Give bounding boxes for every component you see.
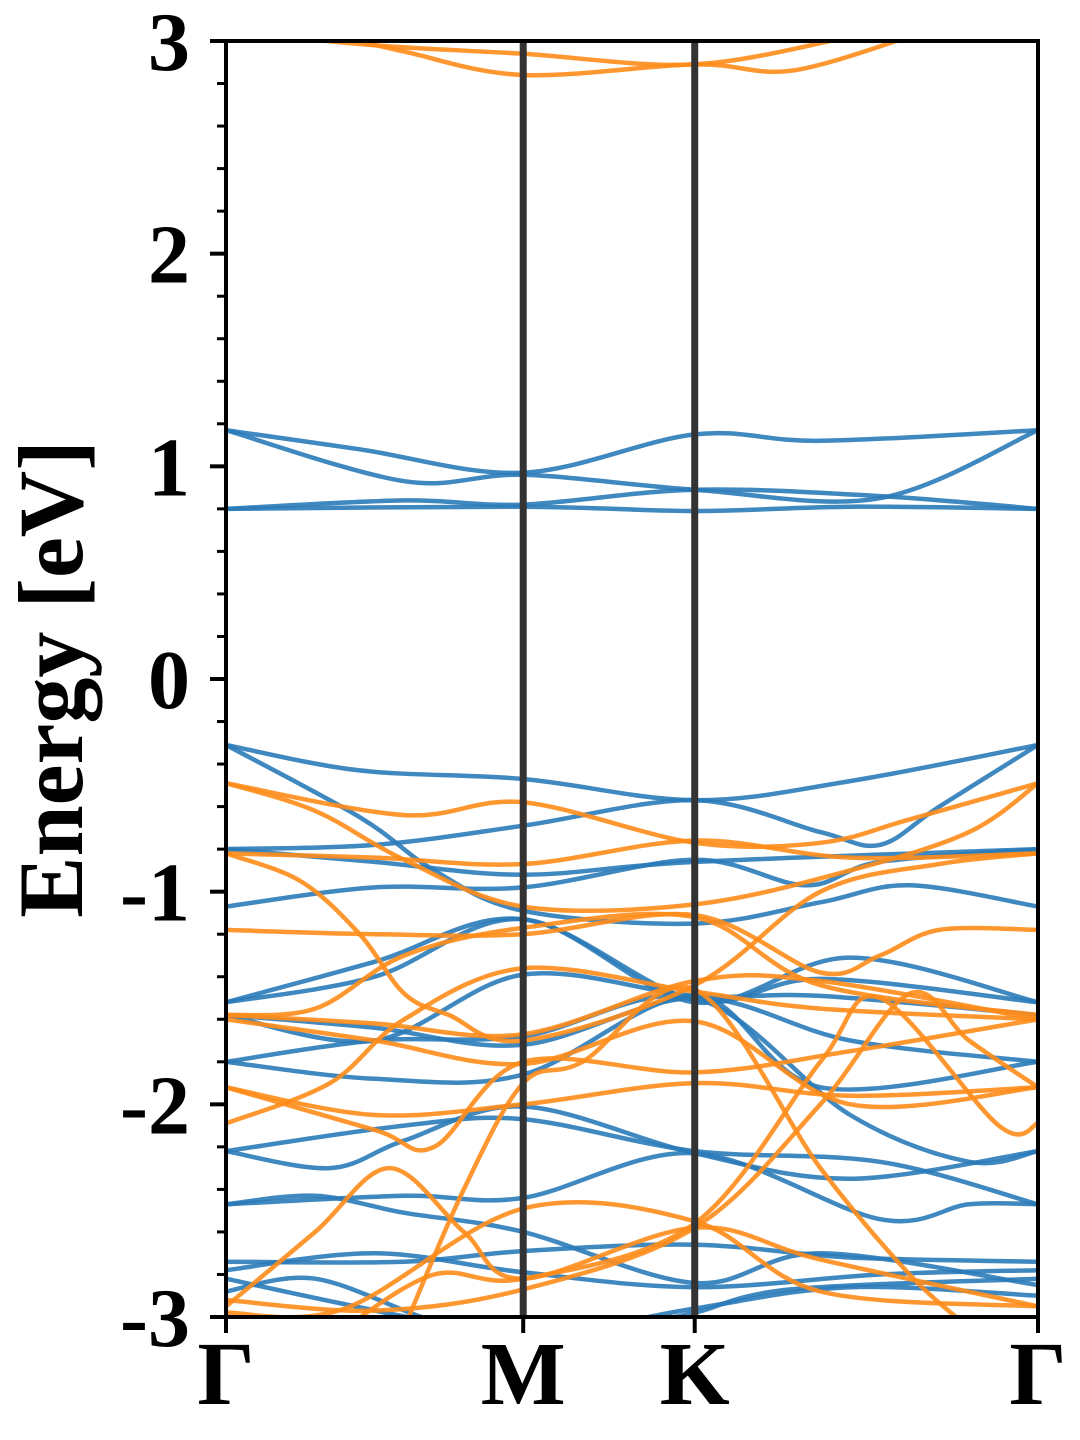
spin-up-band-line-19 <box>226 1242 1038 1265</box>
spin-down-band-line-23 <box>304 41 841 68</box>
spin-down-band-line-31 <box>226 973 1038 1039</box>
x-tick-label-m: M <box>481 1325 566 1424</box>
spin-up-band-line-20 <box>226 1250 1038 1290</box>
high-symmetry-lines <box>519 41 699 1317</box>
spin-up-band-line-9 <box>226 916 1038 1005</box>
band-lines <box>226 41 1038 1317</box>
spin-down-band-line-27 <box>226 838 1038 867</box>
spin-up-band-line-2 <box>226 487 1038 512</box>
y-tick-label: 3 <box>148 0 190 89</box>
y-axis-title: Energy [eV] <box>0 440 102 918</box>
spin-down-band-line-32 <box>226 1017 1038 1110</box>
spin-up-band-line-17 <box>226 1150 1038 1224</box>
y-axis-ticks: -3 -2 -1 0 1 2 3 <box>120 0 226 1365</box>
spin-down-band-line-33 <box>226 1080 1038 1118</box>
spin-down-band-line-24 <box>348 41 904 78</box>
spin-down-band-line-25 <box>226 780 1038 850</box>
y-tick-label: 1 <box>148 421 190 514</box>
spin-down-band-line-30 <box>226 911 1038 1018</box>
spin-up-band-line-1 <box>226 427 1038 476</box>
spin-down-band-line-26 <box>226 780 1038 914</box>
x-tick-label-gamma: Γ <box>197 1325 254 1424</box>
spin-down-band-line-40 <box>406 984 960 1317</box>
y-tick-label: -1 <box>120 847 190 940</box>
spin-up-band-line-0 <box>226 427 1038 504</box>
spin-up-band-line-4 <box>226 742 1038 803</box>
plot-frame <box>224 39 1040 1319</box>
spin-down-band-line-35 <box>226 965 1038 1126</box>
spin-up-band-line-3 <box>226 504 1038 514</box>
spin-up-band-line-22 <box>226 1275 1038 1317</box>
spin-up-band-line-5 <box>226 742 1038 927</box>
y-tick-label: 2 <box>148 209 190 302</box>
spin-down-band-line-37 <box>226 989 1038 1314</box>
y-tick-label: 0 <box>148 634 190 727</box>
spin-down-band-line-38 <box>226 1200 1038 1317</box>
y-tick-label: -2 <box>120 1059 190 1152</box>
spin-up-band-line-15 <box>226 1104 1038 1182</box>
spin-down-band-line-39 <box>356 994 1038 1317</box>
spin-down-band-line-29 <box>226 911 1038 977</box>
spin-up-band-line-7 <box>226 846 1038 877</box>
x-tick-label-k: K <box>660 1325 730 1424</box>
y-tick-label: -3 <box>120 1272 190 1365</box>
spin-down-band-line-34 <box>226 1017 1038 1153</box>
x-tick-label-gamma: Γ <box>1009 1325 1066 1424</box>
